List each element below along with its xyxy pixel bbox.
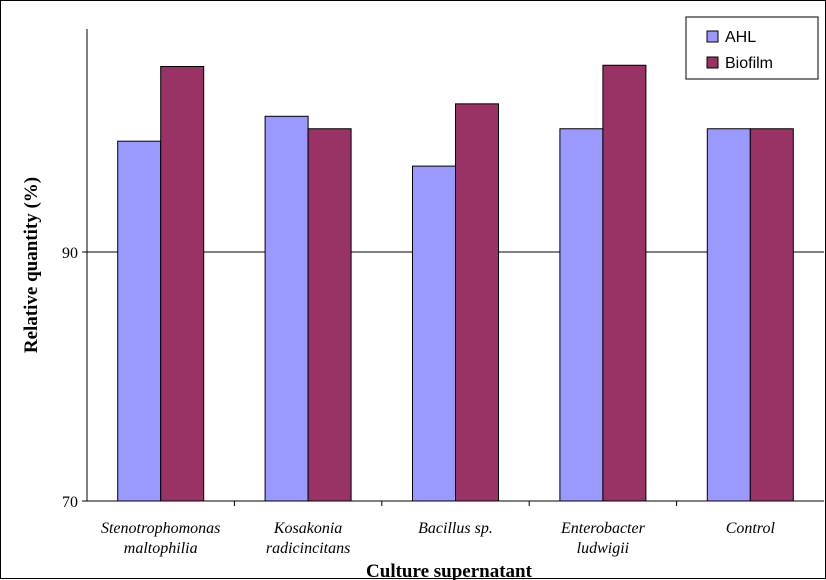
bar-ahl <box>706 128 751 502</box>
legend-box <box>685 16 819 80</box>
y-tick-label: 70 <box>62 494 78 511</box>
x-axis-label: Culture supernatant <box>366 561 533 580</box>
x-tick-label: Bacillus sp. <box>418 520 493 537</box>
bar-biofilm <box>307 128 352 502</box>
y-axis-label: Relative quantity (%) <box>21 177 42 353</box>
bar-biofilm <box>749 128 794 502</box>
x-tick-label: ludwigii <box>577 540 629 557</box>
bar-biofilm <box>602 64 647 502</box>
bar-biofilm <box>455 103 499 502</box>
axes-layer <box>82 29 824 506</box>
x-tick-label: Stenotrophomonas <box>101 520 220 537</box>
x-tick-label: maltophilia <box>124 540 198 557</box>
bars-layer <box>117 64 794 502</box>
x-tick-label: Kosakonia <box>273 520 342 537</box>
legend-label-biofilm: Biofilm <box>725 55 773 72</box>
y-tick-label: 90 <box>62 245 78 262</box>
labels-layer: 70 90 Stenotrophomonas maltophilia Kosakonia… <box>62 245 775 557</box>
legend-swatch-biofilm <box>706 56 719 69</box>
x-tick-label: Enterobacter <box>560 520 646 537</box>
x-tick-label: radicincitans <box>266 540 350 557</box>
bar-biofilm <box>160 65 205 502</box>
bar-ahl <box>412 165 456 502</box>
legend: AHL Biofilm <box>685 16 819 80</box>
x-tick-label: Control <box>726 520 776 537</box>
bar-ahl <box>559 128 604 502</box>
bar-ahl <box>264 115 309 502</box>
bar-ahl <box>117 140 162 502</box>
legend-label-ahl: AHL <box>725 29 756 46</box>
legend-swatch-ahl <box>706 30 719 43</box>
